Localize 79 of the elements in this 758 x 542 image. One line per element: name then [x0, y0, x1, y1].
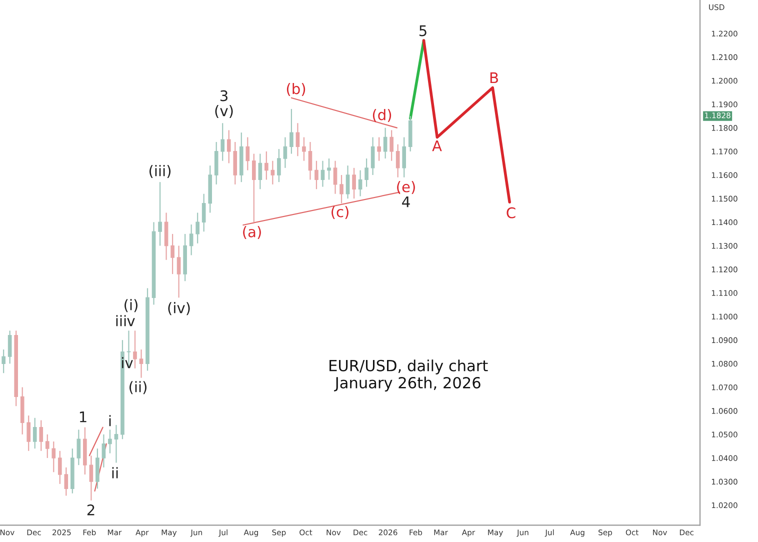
annotation: (v)	[215, 105, 233, 118]
candlestick	[39, 420, 44, 452]
candlestick	[139, 348, 144, 378]
annotation: B	[490, 72, 498, 84]
candlestick	[314, 160, 318, 190]
annotation: (d)	[372, 108, 392, 122]
candlestick	[320, 160, 325, 188]
candlestick	[226, 130, 231, 164]
candlestick	[170, 233, 174, 275]
candlestick	[164, 212, 168, 260]
annotation: ii	[112, 467, 118, 478]
annotation: EUR/USD, daily chart January 26th, 2026	[330, 360, 488, 392]
annotation: (iv)	[168, 302, 190, 316]
candlestick	[246, 136, 250, 171]
candlestick	[290, 108, 294, 154]
candlestick	[89, 455, 94, 501]
annotation: 5	[419, 25, 426, 36]
candlestick	[308, 141, 312, 180]
annotation: 1	[80, 412, 86, 422]
annotation: C	[506, 207, 516, 218]
annotation: iii	[116, 315, 126, 326]
candlestick	[189, 224, 194, 256]
candlestick	[283, 136, 288, 168]
candlestick	[64, 466, 68, 496]
candlestick	[258, 153, 262, 190]
candlestick	[45, 434, 50, 459]
annotation: i	[109, 415, 111, 426]
candlestick	[52, 440, 56, 473]
annotation: 2	[87, 504, 94, 516]
annotation: (i)	[124, 299, 138, 312]
candlestick	[96, 448, 100, 490]
candlestick	[233, 141, 238, 185]
candlestick	[358, 170, 362, 197]
candlestick	[102, 434, 106, 468]
candlestick	[364, 158, 368, 188]
annotation: iv	[122, 357, 133, 368]
annotation: A	[432, 140, 442, 152]
candlestick	[302, 136, 306, 162]
candlestick	[390, 130, 394, 162]
candlestick	[8, 330, 12, 364]
annotation: 4	[402, 196, 410, 208]
annotation: (c)	[332, 206, 348, 220]
candlestick	[158, 182, 162, 246]
candlestick	[340, 174, 344, 204]
candlestick	[377, 136, 381, 162]
candlestick	[220, 122, 225, 162]
candlestick	[252, 153, 256, 223]
candlestick	[26, 414, 31, 452]
candlestick	[214, 141, 218, 185]
candlestick	[58, 450, 62, 484]
candlestick	[333, 160, 338, 194]
line-series	[422, 39, 511, 204]
annotation: (e)	[397, 181, 415, 194]
candlestick	[114, 424, 118, 464]
candlestick	[2, 348, 6, 374]
candlestick	[346, 165, 350, 200]
candlestick	[396, 144, 400, 178]
candlestick	[296, 122, 300, 157]
candlestick	[264, 150, 268, 180]
candlestick	[383, 127, 388, 160]
annotation: (iii)	[149, 165, 171, 178]
candlestick	[202, 193, 206, 232]
candlestick	[176, 245, 181, 298]
candlestick	[370, 136, 375, 176]
candlestick	[76, 429, 81, 466]
candlestick	[270, 160, 275, 185]
candlestick	[32, 417, 37, 450]
annotation: (ii)	[130, 381, 146, 394]
candlestick	[196, 212, 200, 244]
candlestick	[402, 136, 406, 178]
annotation: v	[127, 318, 135, 326]
annotation: (a)	[243, 226, 261, 240]
candlestick	[108, 429, 112, 454]
candlestick	[327, 158, 331, 180]
candlestick	[352, 167, 356, 200]
candlestick	[277, 148, 281, 183]
annotation: (b)	[286, 82, 306, 96]
candlestick	[133, 330, 137, 369]
annotation: 3	[220, 90, 228, 102]
